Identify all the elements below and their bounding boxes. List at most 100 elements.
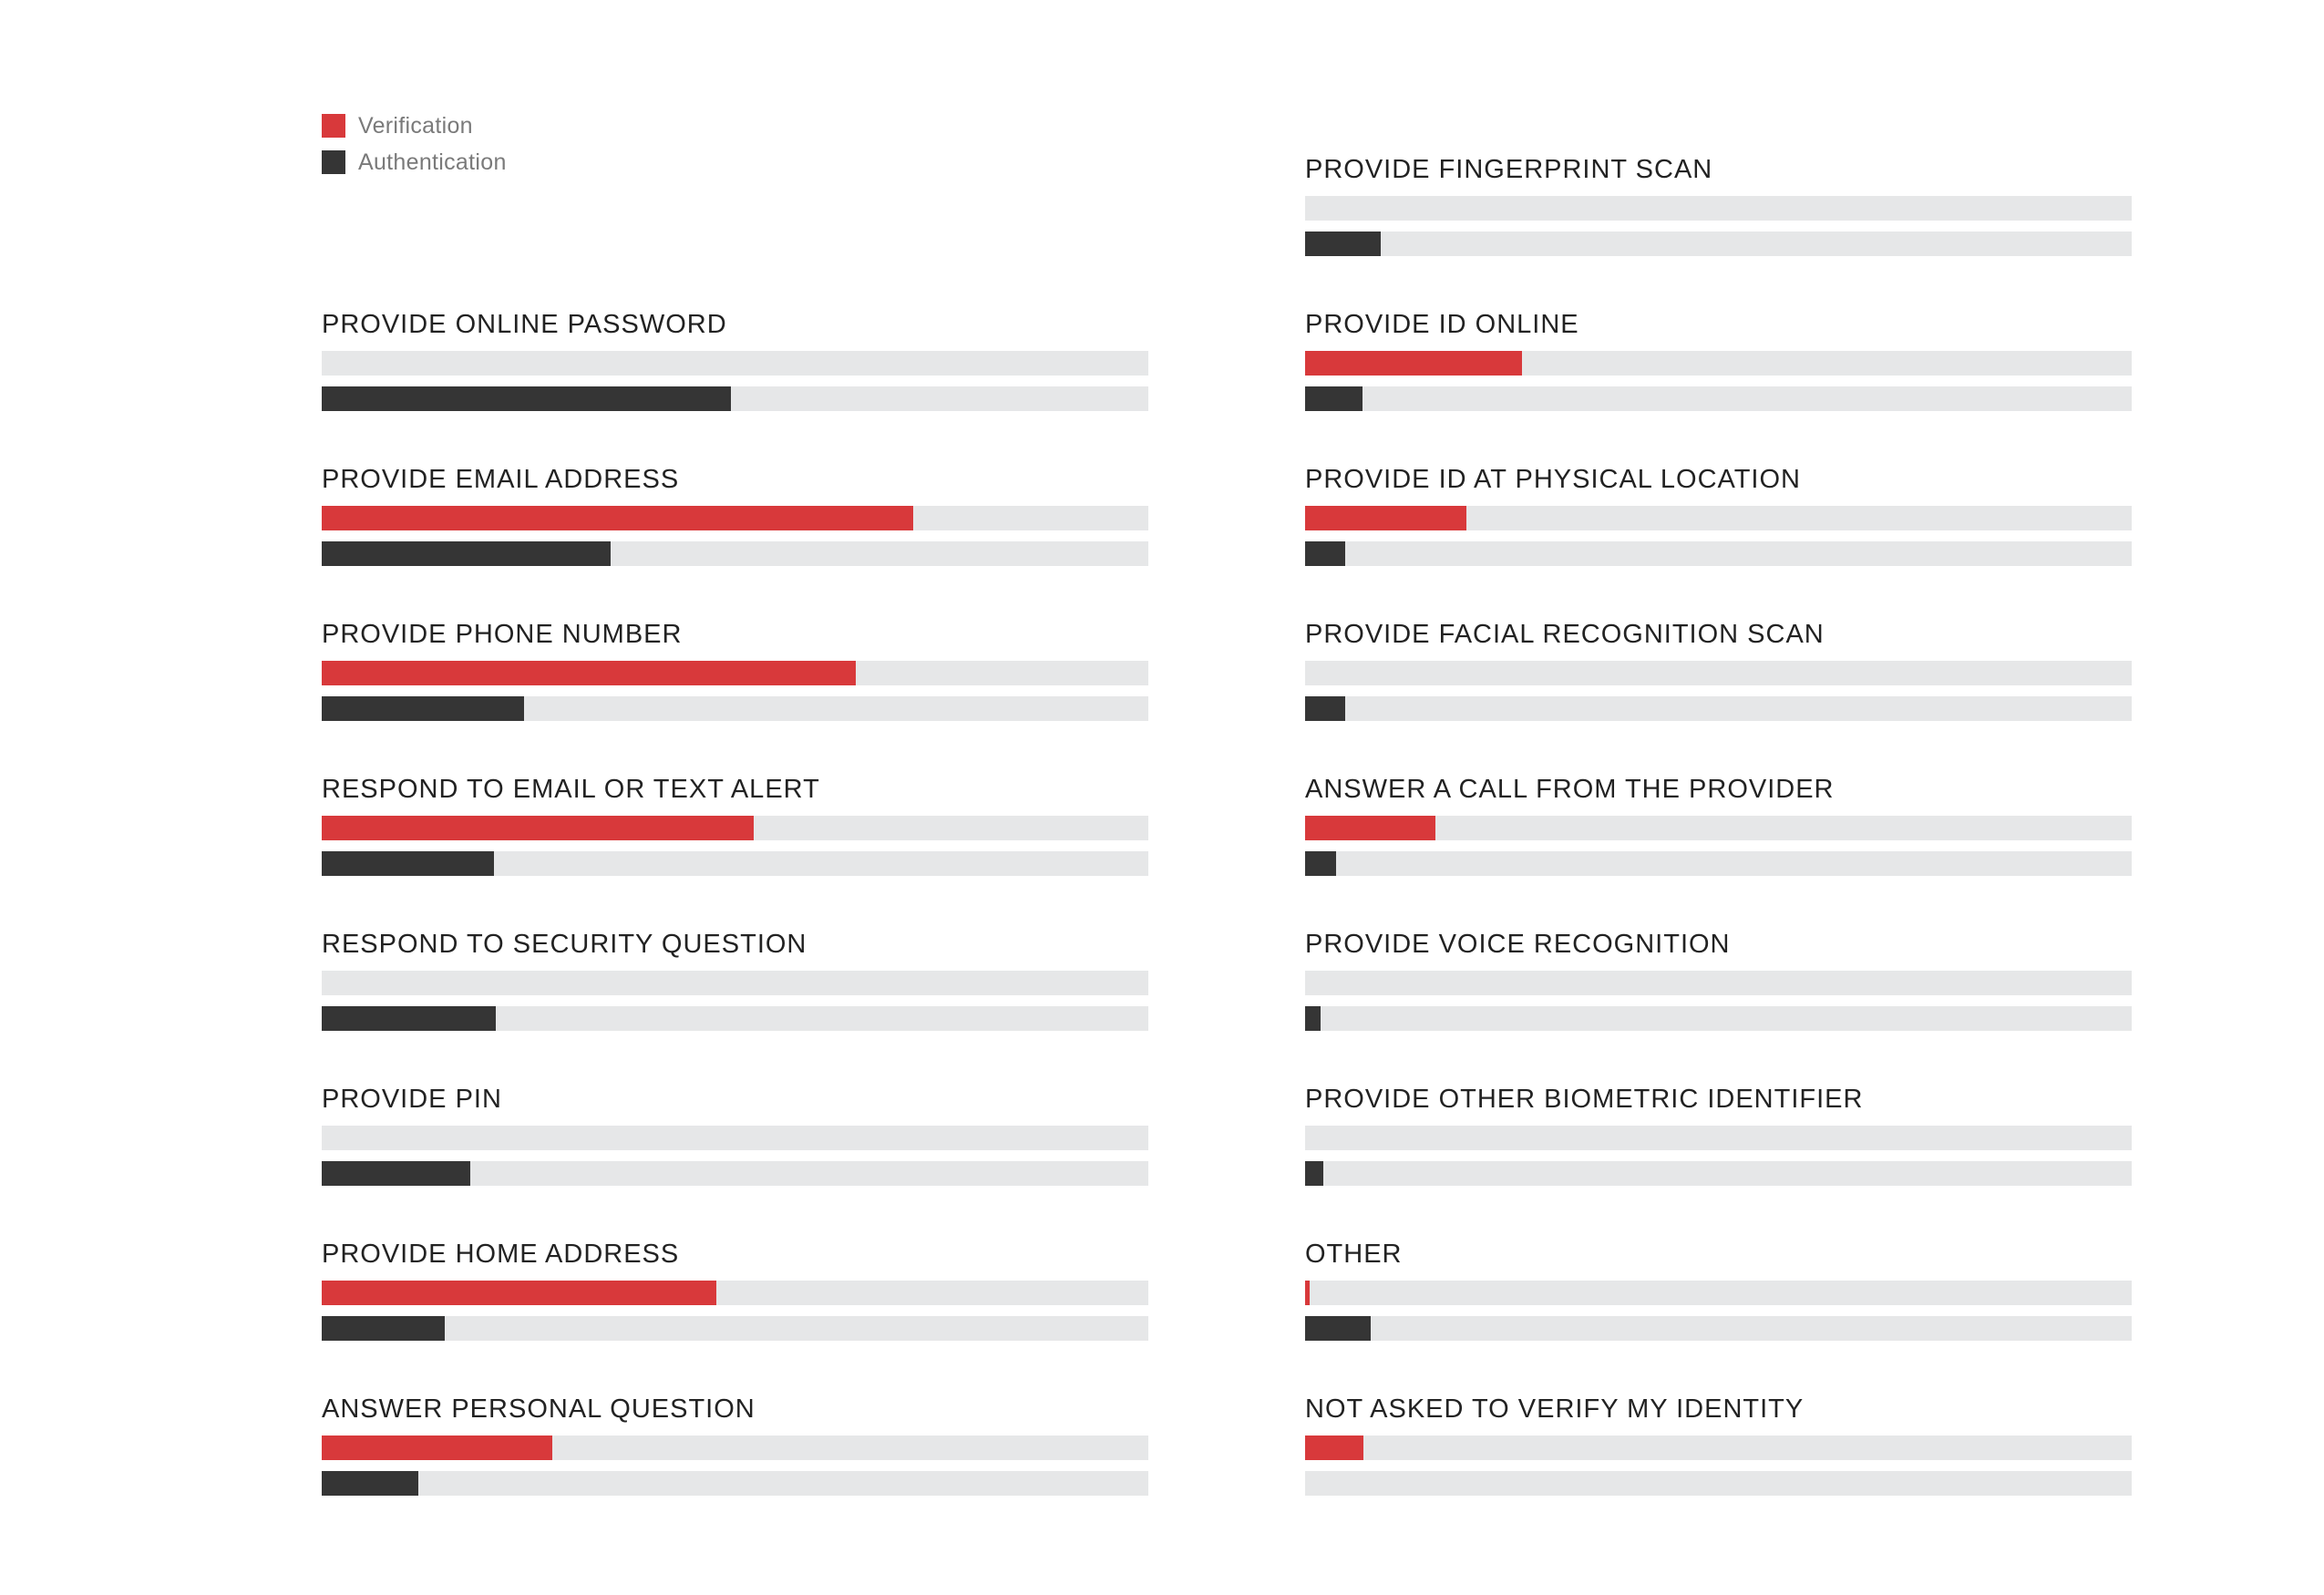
bar-row-verification: 15.8% [1305,814,2298,841]
category-label: PROVIDE ONLINE PASSWORD [322,310,727,339]
bar-row-verification: 0.0% [1305,1124,2298,1151]
bar-verification [1305,351,1522,376]
bar-verification [322,816,755,840]
bar-authentication [322,851,494,876]
bar-track [1305,1471,2132,1496]
bar-track [1305,1281,2132,1305]
bar-verification [1305,1281,1310,1305]
bar-group: RESPOND TO SECURITY QUESTION 0.0% 21.1% [322,930,1315,1048]
bar-verification [1305,1436,1364,1460]
bar-track [1305,1436,2132,1460]
category-label: PROVIDE VOICE RECOGNITION [1305,930,1731,959]
bar-authentication [1305,1316,1371,1341]
bar-verification [322,1436,553,1460]
bar-track [322,1161,1148,1186]
legend: Verification Authentication [322,108,507,180]
category-label: NOT ASKED TO VERIFY MY IDENTITY [1305,1394,1805,1424]
bar-track [322,1471,1148,1496]
bar-track [322,816,1148,840]
bar-row-authentication: 49.5% [322,385,1315,412]
bar-verification [322,661,856,685]
bar-row-authentication: 18.0% [322,1159,1315,1187]
bar-row-verification: 0.0% [1305,969,2298,996]
bar-row-verification: 0.0% [322,349,1315,376]
category-label: PROVIDE PHONE NUMBER [322,620,683,649]
legend-label: Authentication [358,149,507,175]
bar-row-verification: 0.0% [1305,194,2298,221]
bar-group: PROVIDE VOICE RECOGNITION 0.0% 1.9% [1305,930,2298,1048]
bar-track [1305,196,2132,221]
category-label: OTHER [1305,1240,1403,1269]
bar-group: PROVIDE PIN 0.0% 18.0% [322,1085,1315,1203]
bar-group: NOT ASKED TO VERIFY MY IDENTITY 7.1% 0.0% [1305,1394,2298,1513]
bar-group: ANSWER A CALL FROM THE PROVIDER 15.8% 3.7% [1305,775,2298,893]
bar-track [1305,696,2132,721]
bar-authentication [1305,541,1346,566]
bar-track [322,541,1148,566]
category-label: RESPOND TO EMAIL OR TEXT ALERT [322,775,820,804]
bar-track [1305,851,2132,876]
bar-group: PROVIDE ONLINE PASSWORD 0.0% 49.5% [322,310,1315,428]
bar-group: PROVIDE FINGERPRINT SCAN 0.0% 9.2% [1305,155,2298,273]
bar-row-authentication: 6.9% [1305,385,2298,412]
category-label: PROVIDE EMAIL ADDRESS [322,465,680,494]
bar-row-authentication: 20.8% [322,849,1315,877]
bar-group: PROVIDE OTHER BIOMETRIC IDENTIFIER 0.0% 2.… [1305,1085,2298,1203]
bar-track [1305,232,2132,256]
category-label: ANSWER PERSONAL QUESTION [322,1394,756,1424]
bar-group: PROVIDE FACIAL RECOGNITION SCAN 0.0% 4.8% [1305,620,2298,738]
bar-group: PROVIDE EMAIL ADDRESS 71.5% 35.0% [322,465,1315,583]
bar-row-authentication: 9.2% [1305,230,2298,257]
bar-track [1305,971,2132,995]
bar-track [322,386,1148,411]
category-label: PROVIDE FACIAL RECOGNITION SCAN [1305,620,1825,649]
bar-track [1305,1316,2132,1341]
bar-track [1305,1006,2132,1031]
bar-row-verification: 19.5% [1305,504,2298,531]
bar-row-verification: 27.9% [322,1434,1315,1461]
bar-authentication [1305,696,1345,721]
bar-row-authentication: 21.1% [322,1004,1315,1032]
bar-group: OTHER 0.5% 7.9% [1305,1240,2298,1358]
legend-item-authentication: Authentication [322,144,507,180]
bar-track [322,1281,1148,1305]
bar-track [1305,386,2132,411]
bar-track [1305,1126,2132,1150]
bar-row-authentication: 35.0% [322,540,1315,567]
bar-row-verification: 71.5% [322,504,1315,531]
bar-track [322,1126,1148,1150]
category-label: PROVIDE ID ONLINE [1305,310,1579,339]
bar-authentication [322,541,612,566]
legend-swatch-verification [322,114,345,138]
bar-authentication [1305,386,1363,411]
bar-group: PROVIDE PHONE NUMBER 64.6% 24.5% [322,620,1315,738]
bar-verification [322,1281,716,1305]
bar-authentication [1305,1006,1321,1031]
bar-authentication [322,386,731,411]
bar-track [322,696,1148,721]
bar-group: RESPOND TO EMAIL OR TEXT ALERT 52.3% 20.8% [322,775,1315,893]
bar-authentication [322,1006,497,1031]
bar-verification [1305,506,1466,530]
category-label: PROVIDE FINGERPRINT SCAN [1305,155,1713,184]
category-label: PROVIDE HOME ADDRESS [322,1240,680,1269]
bar-track [1305,506,2132,530]
bar-verification [1305,816,1436,840]
bar-track [322,851,1148,876]
bar-authentication [1305,1161,1323,1186]
bar-row-authentication: 11.7% [322,1469,1315,1497]
bar-row-authentication: 4.8% [1305,695,2298,722]
category-label: PROVIDE OTHER BIOMETRIC IDENTIFIER [1305,1085,1864,1114]
bar-track [322,506,1148,530]
bar-row-verification: 52.3% [322,814,1315,841]
bar-row-authentication: 24.5% [322,695,1315,722]
bar-row-verification: 0.0% [1305,659,2298,686]
bar-group: ANSWER PERSONAL QUESTION 27.9% 11.7% [322,1394,1315,1513]
bar-row-verification: 0.5% [1305,1279,2298,1306]
bar-authentication [322,1316,446,1341]
bar-verification [322,506,913,530]
bar-authentication [322,1471,419,1496]
bar-row-verification: 0.0% [322,969,1315,996]
bar-track [1305,661,2132,685]
